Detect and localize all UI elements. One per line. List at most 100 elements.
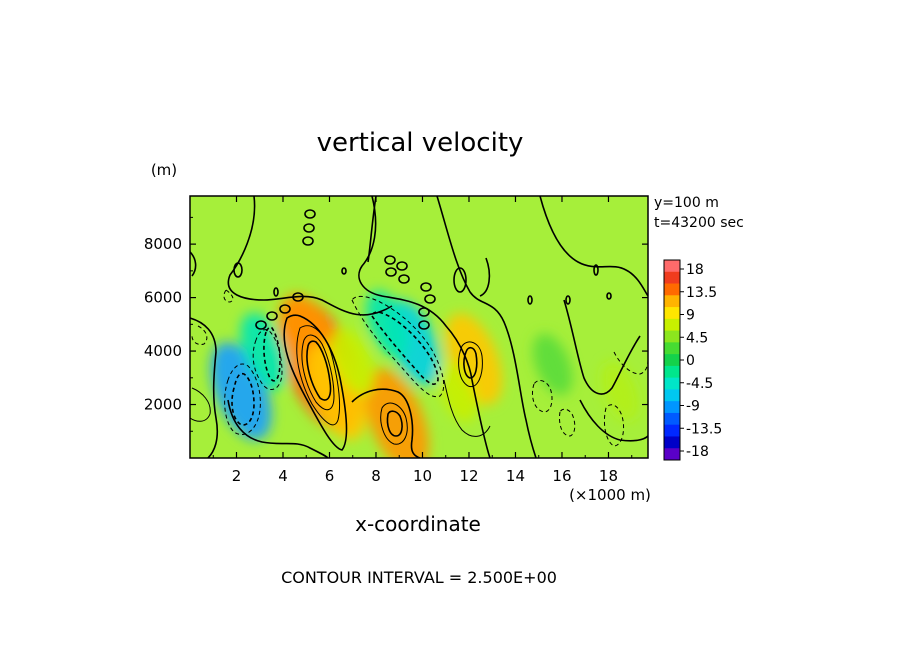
contour-line xyxy=(351,388,421,458)
velocity-field xyxy=(210,290,639,458)
colorbar-label: -9 xyxy=(686,399,700,415)
contour-line xyxy=(263,326,281,382)
contour-cell xyxy=(593,264,599,276)
colorbar-label: 18 xyxy=(686,262,704,278)
colorbar-swatch xyxy=(664,354,680,367)
colorbar-label: 9 xyxy=(686,308,695,324)
colorbar-swatch xyxy=(664,318,680,332)
contour-line xyxy=(190,317,219,458)
x-tick-label: 14 xyxy=(506,467,525,485)
plot-frame xyxy=(189,195,649,459)
contour-line xyxy=(531,380,553,413)
contour-line xyxy=(443,379,491,437)
contour-lines xyxy=(190,196,648,458)
contour-cell xyxy=(398,274,410,284)
contour-line xyxy=(463,346,478,379)
colorbar-swatch xyxy=(664,283,680,296)
contour-line xyxy=(479,257,491,297)
colorbar-label: -13.5 xyxy=(686,421,722,437)
contour-line xyxy=(563,299,641,395)
contour-cell xyxy=(453,267,467,293)
colorbar: 18 13.5 9 4.5 0 -4.5 -9 -13.5 -18 xyxy=(663,259,722,461)
annotation-t: t=43200 sec xyxy=(654,215,744,231)
contour-cell xyxy=(385,267,397,277)
contour-line xyxy=(613,351,648,375)
contour-line xyxy=(252,329,283,390)
field-feature xyxy=(331,328,375,396)
contour-cell xyxy=(606,292,612,300)
contour-line xyxy=(579,399,648,442)
colorbar-label: 13.5 xyxy=(686,285,717,301)
colorbar-label: -18 xyxy=(686,444,709,460)
contour-line xyxy=(283,314,348,451)
x-unit-label: (×1000 m) xyxy=(569,486,651,504)
contour-line xyxy=(367,196,377,263)
field-feature xyxy=(240,312,289,390)
contour-line xyxy=(306,340,332,401)
contour-line xyxy=(223,289,234,303)
plot-area xyxy=(190,196,648,458)
contour-line xyxy=(559,408,576,437)
colorbar-label: 4.5 xyxy=(686,330,708,346)
contour-line xyxy=(380,402,408,445)
field-feature xyxy=(366,290,410,359)
contour-cell xyxy=(279,304,291,314)
chart-title: vertical velocity xyxy=(317,128,524,158)
x-tick-label: 2 xyxy=(232,467,242,485)
contour-cell xyxy=(255,320,267,330)
x-tick-label: 16 xyxy=(552,467,571,485)
contour-line xyxy=(191,325,208,345)
y-tick-label: 8000 xyxy=(144,235,182,253)
contour-cell xyxy=(302,236,314,246)
colorbar-label: 0 xyxy=(686,353,695,369)
colorbar-swatch xyxy=(664,448,680,461)
x-tick-label: 18 xyxy=(599,467,618,485)
colorbar-swatch xyxy=(664,260,680,273)
colorbar-swatch xyxy=(664,271,680,285)
y-unit-label: (m) xyxy=(151,161,177,179)
contour-cell xyxy=(304,209,316,219)
contour-cell xyxy=(420,282,432,292)
contour-cell xyxy=(233,262,243,278)
contour-cell xyxy=(418,320,430,330)
y-tick-label: 4000 xyxy=(144,342,182,360)
colorbar-label: -4.5 xyxy=(686,376,713,392)
y-tick-label: 6000 xyxy=(144,289,182,307)
contour-line xyxy=(386,410,403,437)
x-tick-label: 4 xyxy=(278,467,288,485)
contour-line xyxy=(227,399,329,458)
contour-line xyxy=(190,387,211,422)
colorbar-swatch xyxy=(664,365,680,379)
contour-cell xyxy=(418,307,430,317)
contour-cell xyxy=(384,255,396,265)
contour-cell xyxy=(396,261,408,271)
contour-cell xyxy=(424,294,436,304)
x-tick-label: 10 xyxy=(413,467,432,485)
contour-interval-note: CONTOUR INTERVAL = 2.500E+00 xyxy=(281,568,557,587)
field-feature xyxy=(601,361,639,421)
contour-cell xyxy=(565,295,571,305)
contour-line xyxy=(301,334,335,411)
colorbar-swatch xyxy=(664,377,680,390)
contour-line xyxy=(436,196,537,458)
colorbar-swatch xyxy=(664,424,680,437)
x-axis-label: x-coordinate xyxy=(355,512,481,536)
contour-line xyxy=(231,372,255,426)
contour-line xyxy=(371,311,439,385)
colorbar-swatch xyxy=(664,389,680,402)
colorbar-swatch xyxy=(664,295,680,308)
y-tick-label: 2000 xyxy=(144,396,182,414)
x-tick-label: 8 xyxy=(371,467,381,485)
contour-line xyxy=(539,196,648,297)
field-feature xyxy=(532,333,573,396)
contour-line xyxy=(458,341,483,388)
contour-cell xyxy=(266,311,278,321)
x-tick-label: 6 xyxy=(325,467,335,485)
annotation-y: y=100 m xyxy=(654,195,719,211)
contour-line xyxy=(351,295,445,398)
colorbar-swatch xyxy=(664,307,680,320)
contour-line xyxy=(190,251,197,277)
x-axis: 2 4 6 8 10 12 14 16 18 xyxy=(212,196,633,485)
y-axis: 2000 4000 6000 8000 xyxy=(144,216,648,432)
